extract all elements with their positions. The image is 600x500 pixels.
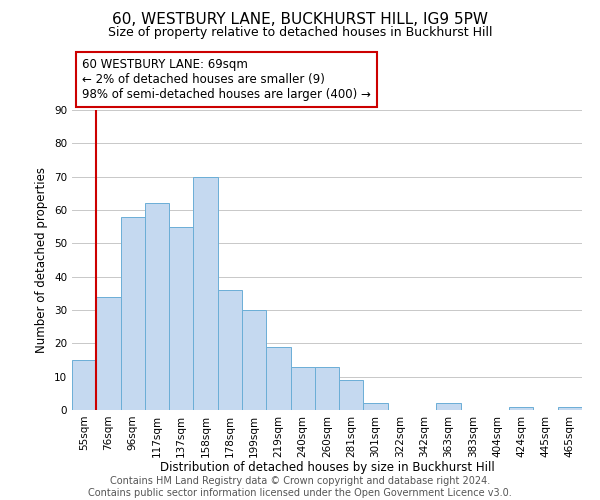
Bar bbox=[121, 216, 145, 410]
Bar bbox=[509, 406, 533, 410]
Text: Contains HM Land Registry data © Crown copyright and database right 2024.
Contai: Contains HM Land Registry data © Crown c… bbox=[88, 476, 512, 498]
Text: 60, WESTBURY LANE, BUCKHURST HILL, IG9 5PW: 60, WESTBURY LANE, BUCKHURST HILL, IG9 5… bbox=[112, 12, 488, 28]
Bar bbox=[193, 176, 218, 410]
Text: Size of property relative to detached houses in Buckhurst Hill: Size of property relative to detached ho… bbox=[108, 26, 492, 39]
Text: 60 WESTBURY LANE: 69sqm
← 2% of detached houses are smaller (9)
98% of semi-deta: 60 WESTBURY LANE: 69sqm ← 2% of detached… bbox=[82, 58, 371, 101]
Bar bbox=[364, 404, 388, 410]
Bar bbox=[242, 310, 266, 410]
Bar bbox=[218, 290, 242, 410]
Bar bbox=[315, 366, 339, 410]
Bar bbox=[290, 366, 315, 410]
Bar bbox=[558, 406, 582, 410]
Bar bbox=[169, 226, 193, 410]
Y-axis label: Number of detached properties: Number of detached properties bbox=[35, 167, 49, 353]
Bar bbox=[145, 204, 169, 410]
Bar bbox=[436, 404, 461, 410]
Bar bbox=[72, 360, 96, 410]
Bar bbox=[96, 296, 121, 410]
X-axis label: Distribution of detached houses by size in Buckhurst Hill: Distribution of detached houses by size … bbox=[160, 461, 494, 474]
Bar bbox=[339, 380, 364, 410]
Bar bbox=[266, 346, 290, 410]
